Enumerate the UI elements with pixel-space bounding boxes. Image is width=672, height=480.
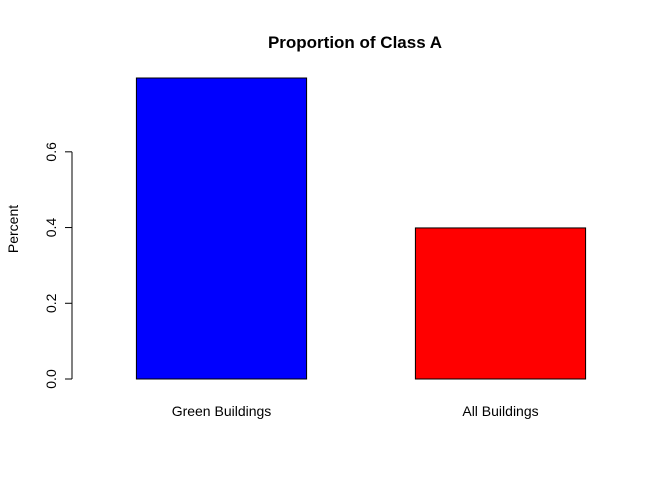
y-tick-label: 0.2 bbox=[43, 293, 59, 313]
y-tick-label: 0.0 bbox=[43, 369, 59, 389]
y-axis-label: Percent bbox=[5, 205, 21, 253]
chart-title: Proportion of Class A bbox=[268, 33, 442, 52]
bar-1 bbox=[414, 227, 587, 380]
bars bbox=[135, 77, 587, 380]
y-axis: 0.0 0.2 0.4 0.6 bbox=[43, 142, 73, 389]
bar-0 bbox=[135, 77, 308, 380]
category-label: Green Buildings bbox=[172, 403, 272, 419]
category-label: All Buildings bbox=[462, 403, 538, 419]
y-tick-label: 0.6 bbox=[43, 142, 59, 162]
category-labels: Green Buildings All Buildings bbox=[172, 403, 539, 419]
y-tick-label: 0.4 bbox=[43, 218, 59, 238]
